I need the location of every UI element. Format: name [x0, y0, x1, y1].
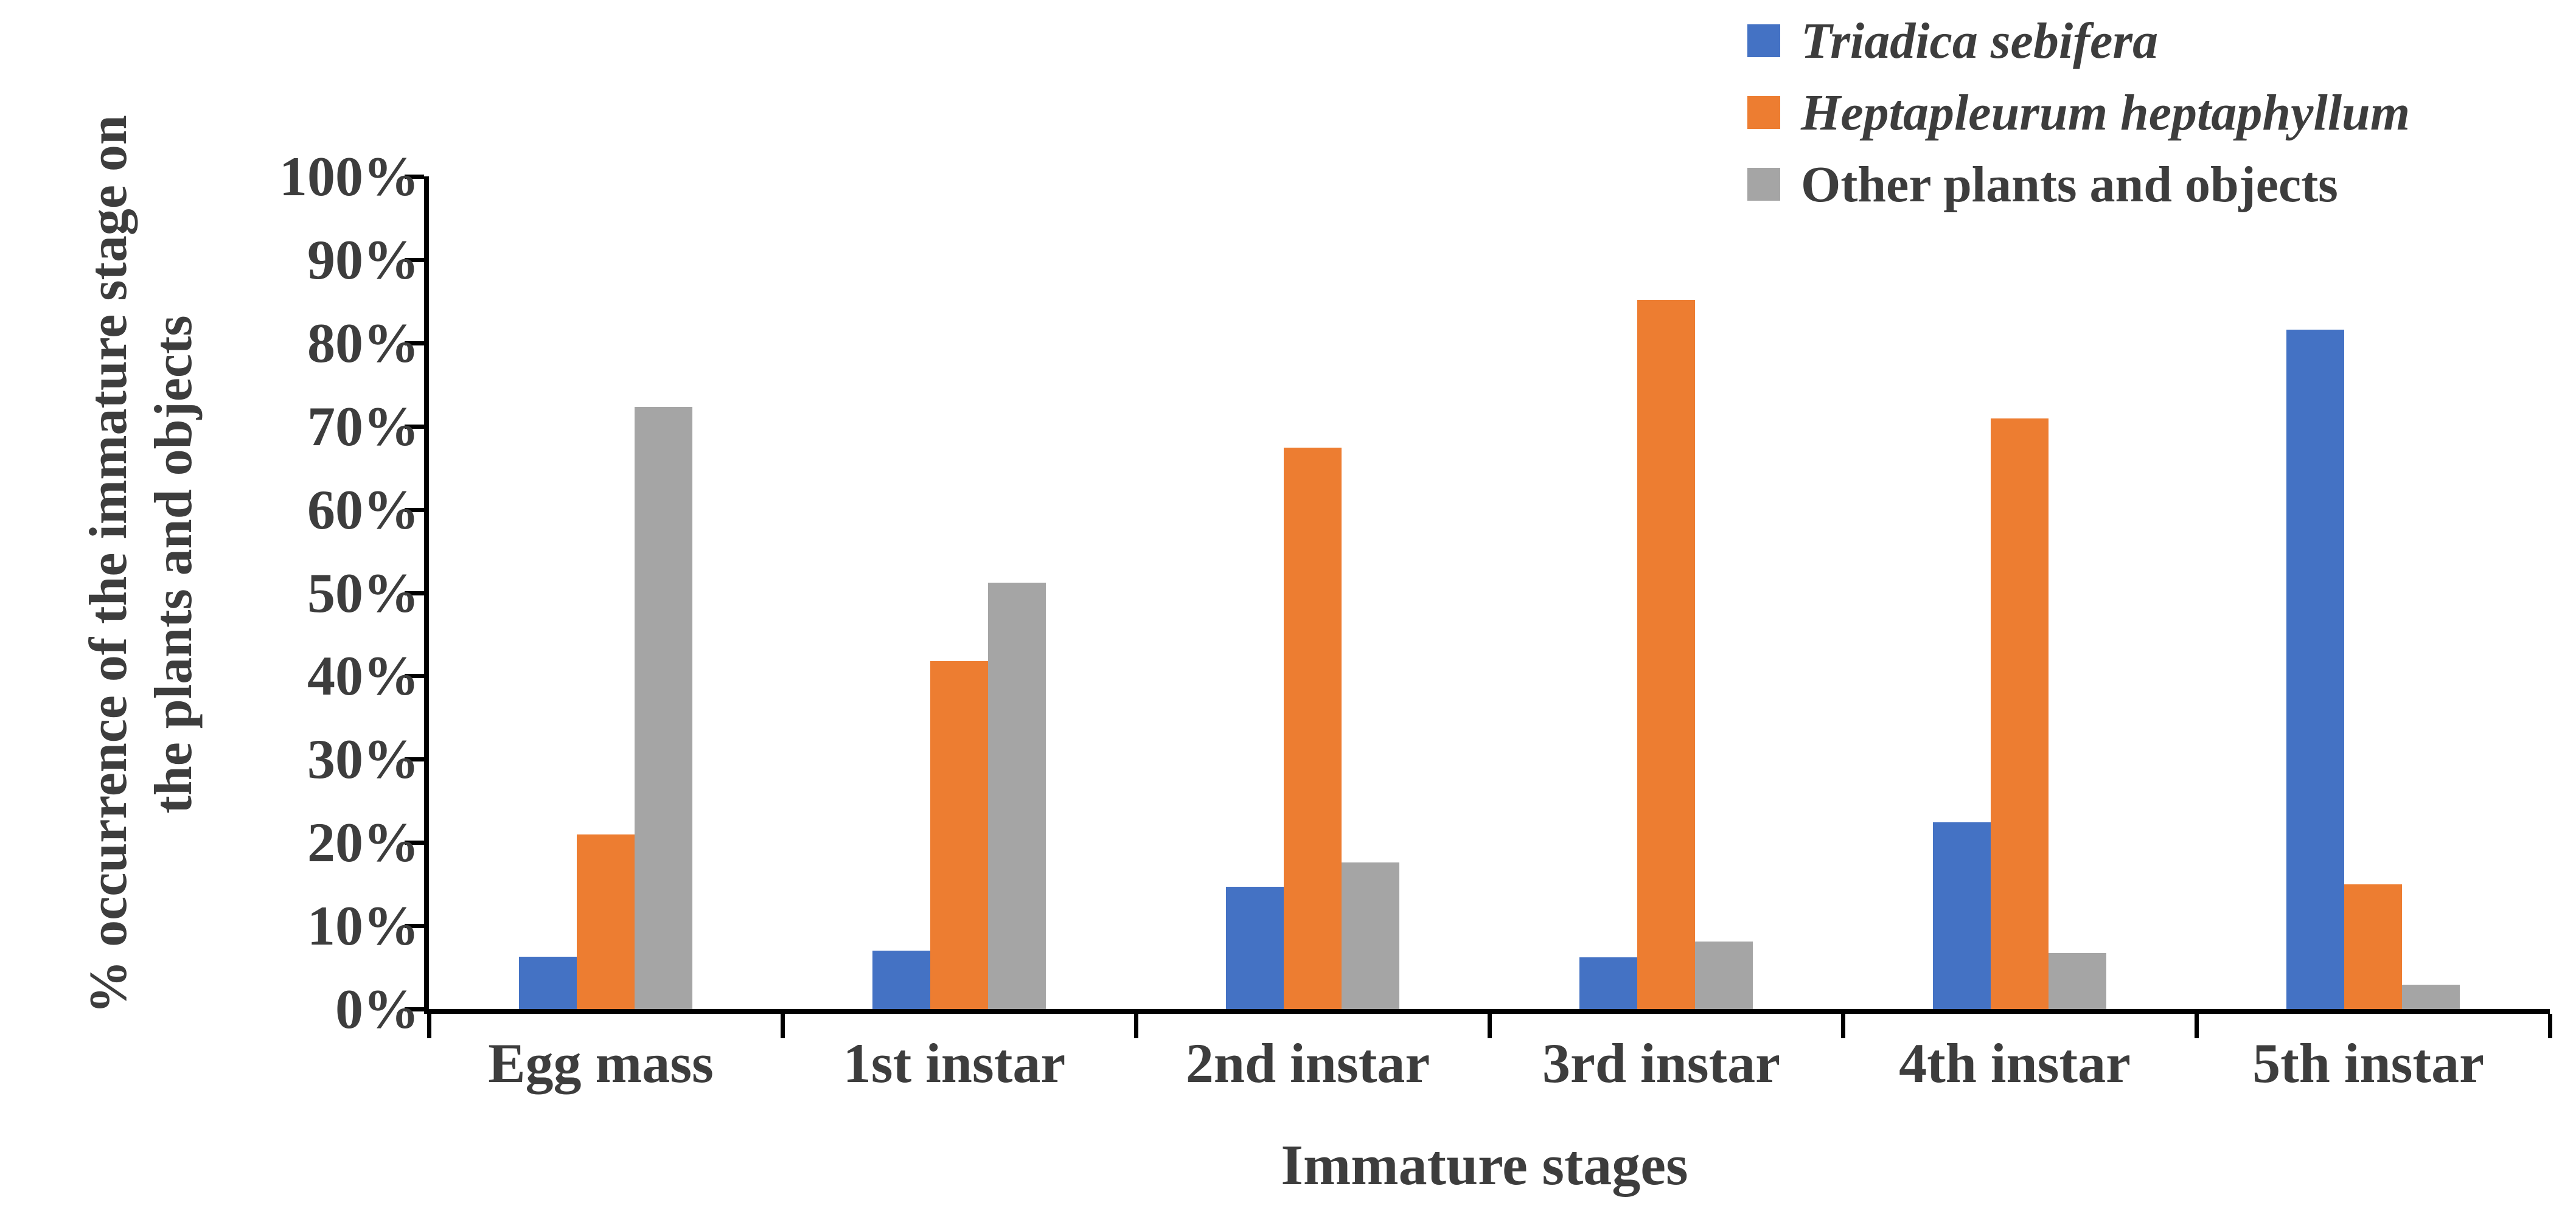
y-tick-mark-60% — [405, 507, 424, 512]
legend-swatch-icon — [1747, 24, 1780, 57]
y-tick-label-90%: 90% — [307, 228, 419, 291]
chart-legend: Triadica sebifera Heptapleurum heptaphyll… — [1747, 5, 2410, 220]
y-tick-mark-90% — [405, 257, 424, 262]
bar-group-5th-instar — [2196, 176, 2550, 1009]
y-tick-label-20%: 20% — [307, 811, 419, 874]
bar-heptapleurum-heptaphyllum-1st-instar — [930, 661, 988, 1009]
bar-group-4th-instar — [1843, 176, 2196, 1009]
bar-triadica-sebifera-3rd-instar — [1579, 957, 1637, 1009]
legend-item-triadica-sebifera: Triadica sebifera — [1747, 5, 2410, 77]
bar-heptapleurum-heptaphyllum-5th-instar — [2344, 884, 2402, 1009]
bar-triadica-sebifera-egg-mass — [519, 956, 577, 1009]
bar-other-plants-and-objects-5th-instar — [2402, 985, 2460, 1009]
bar-other-plants-and-objects-1st-instar — [988, 583, 1046, 1009]
bar-group-2nd-instar — [1136, 176, 1489, 1009]
x-tick-mark-3 — [1488, 1014, 1492, 1038]
legend-item-other-plants-and-objects: Other plants and objects — [1747, 148, 2410, 220]
legend-label: Other plants and objects — [1801, 156, 2338, 213]
y-tick-label-30%: 30% — [307, 728, 419, 791]
y-tick-label-0%: 0% — [335, 978, 419, 1040]
plot-area — [405, 175, 2552, 1038]
y-tick-label-50%: 50% — [307, 561, 419, 624]
y-tick-label-70%: 70% — [307, 395, 419, 457]
bar-triadica-sebifera-4th-instar — [1933, 822, 1991, 1009]
x-label-1st-instar: 1st instar — [843, 1032, 1066, 1094]
y-tick-mark-30% — [405, 757, 424, 762]
x-category-labels: Egg mass 1st instar 2nd instar 3rd instar 4t… — [424, 1031, 2545, 1095]
y-tick-mark-20% — [405, 841, 424, 845]
x-tick-mark-4 — [1841, 1014, 1845, 1038]
bar-group-egg-mass — [429, 176, 782, 1009]
x-tick-mark-5 — [2195, 1014, 2199, 1038]
y-tick-label-10%: 10% — [307, 895, 419, 957]
y-tick-mark-70% — [405, 424, 424, 429]
x-label-3rd-instar: 3rd instar — [1542, 1032, 1780, 1094]
legend-label: Heptapleurum heptaphyllum — [1801, 84, 2411, 141]
x-axis-title: Immature stages — [1281, 1134, 1688, 1197]
x-label-4th-instar: 4th instar — [1899, 1032, 2131, 1094]
bar-other-plants-and-objects-egg-mass — [635, 407, 692, 1009]
y-tick-label-100%: 100% — [279, 145, 419, 207]
bar-other-plants-and-objects-2nd-instar — [1342, 862, 1399, 1009]
bar-triadica-sebifera-5th-instar — [2286, 329, 2344, 1009]
y-tick-mark-40% — [405, 674, 424, 679]
bar-heptapleurum-heptaphyllum-3rd-instar — [1637, 299, 1695, 1009]
x-label-2nd-instar: 2nd instar — [1185, 1032, 1430, 1094]
x-label-egg-mass: Egg mass — [488, 1032, 714, 1094]
x-tick-mark-1 — [781, 1014, 785, 1038]
bar-other-plants-and-objects-4th-instar — [2049, 953, 2106, 1009]
bar-group-3rd-instar — [1489, 176, 1843, 1009]
legend-item-heptapleurum-heptaphyllum: Heptapleurum heptaphyllum — [1747, 77, 2410, 148]
bar-groups — [429, 176, 2550, 1009]
y-tick-label-40%: 40% — [307, 645, 419, 707]
legend-swatch-icon — [1747, 168, 1780, 201]
y-tick-mark-0% — [405, 1007, 424, 1011]
x-label-5th-instar: 5th instar — [2252, 1032, 2484, 1094]
y-tick-label-80%: 80% — [307, 311, 419, 374]
y-tick-mark-10% — [405, 924, 424, 929]
legend-label: Triadica sebifera — [1801, 12, 2159, 69]
bar-triadica-sebifera-1st-instar — [872, 951, 930, 1009]
x-tick-mark-2 — [1134, 1014, 1138, 1038]
bar-heptapleurum-heptaphyllum-2nd-instar — [1284, 448, 1342, 1009]
y-tick-label-60%: 60% — [307, 478, 419, 541]
y-tick-mark-100% — [405, 175, 424, 179]
y-tick-mark-50% — [405, 591, 424, 595]
bar-heptapleurum-heptaphyllum-egg-mass — [577, 834, 635, 1009]
bar-other-plants-and-objects-3rd-instar — [1695, 942, 1753, 1009]
bar-triadica-sebifera-2nd-instar — [1226, 886, 1284, 1009]
x-tick-mark-6 — [2548, 1014, 2552, 1038]
bar-heptapleurum-heptaphyllum-4th-instar — [1991, 418, 2049, 1009]
x-tick-mark-0 — [427, 1014, 431, 1038]
bar-group-1st-instar — [782, 176, 1136, 1009]
y-tick-mark-80% — [405, 341, 424, 345]
legend-swatch-icon — [1747, 96, 1780, 129]
